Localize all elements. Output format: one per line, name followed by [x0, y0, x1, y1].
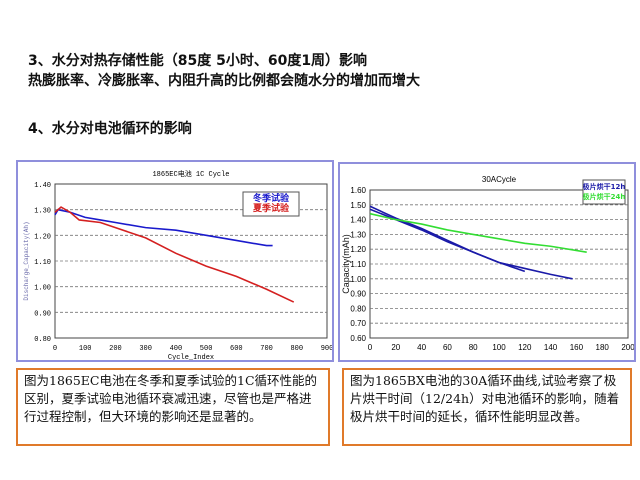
- y-tick-label: 1.60: [350, 186, 366, 195]
- chart-30a-cycle: 30ACycle 0.60 0.70 0.80 0.90 1.00 1.10 1.20 1.30…: [341, 175, 634, 352]
- y-tick-label: 1.20: [350, 245, 366, 254]
- series-line-1: [369, 205, 526, 273]
- y-tick-label: 1.00: [350, 275, 366, 284]
- y-tick-label: 1.40: [34, 182, 51, 190]
- y-tick-label: 1.50: [350, 201, 366, 210]
- x-tick-label: 140: [544, 343, 558, 352]
- x-axis-label: Cycle_Index: [168, 354, 214, 360]
- x-tick-label: 600: [230, 345, 243, 353]
- x-tick-label: 80: [469, 343, 478, 352]
- legend-entry: 极片烘干24h: [583, 192, 626, 201]
- x-tick-label: 100: [79, 345, 92, 353]
- y-axis-label: Capacity(mAh): [341, 234, 351, 294]
- note-1865bx: 图为1865BX电池的30A循环曲线,试验考察了极片烘干时间（12/24h）对电…: [342, 368, 632, 446]
- plot-area: [369, 189, 629, 339]
- chart-title: 1865EC电池 1C Cycle: [152, 169, 229, 179]
- chart-title: 30ACycle: [482, 175, 517, 184]
- y-tick-label: 1.10: [350, 260, 366, 269]
- x-tick-label: 400: [170, 345, 183, 353]
- chart-panel-30a: 30ACycle 0.60 0.70 0.80 0.90 1.00 1.10 1.20 1.30…: [338, 162, 636, 362]
- series-line-1: [54, 206, 295, 303]
- y-tick-label: 0.80: [350, 304, 366, 313]
- heading-4: 4、水分对电池循环的影响: [28, 121, 192, 137]
- y-tick-label: 0.90: [34, 310, 51, 318]
- legend-entry: 夏季试验: [252, 202, 290, 214]
- x-tick-label: 100: [492, 343, 506, 352]
- y-tick-label: 0.80: [34, 336, 51, 344]
- x-tick-label: 300: [139, 345, 152, 353]
- x-tick-label: 60: [443, 343, 452, 352]
- note-1865ec: 图为1865EC电池在冬季和夏季试验的1C循环性能的区别，夏季试验电池循环衰减迅…: [16, 368, 330, 446]
- x-tick-label: 40: [417, 343, 426, 352]
- chart-panel-1865ec: 1865EC电池 1C Cycle 0.80 0.90 1.00 1.10 1.20 1.3…: [16, 160, 334, 362]
- y-tick-label: 0.90: [350, 290, 366, 299]
- x-tick-label: 0: [53, 345, 57, 353]
- y-tick-label: 1.30: [350, 230, 366, 239]
- y-axis-label: Discharge_Capacity(Ah): [23, 221, 30, 300]
- y-tick-label: 0.60: [350, 334, 366, 343]
- x-tick-label: 500: [200, 345, 213, 353]
- legend-entry: 冬季试验: [253, 192, 290, 204]
- x-tick-label: 900: [321, 345, 332, 353]
- x-tick-label: 200: [621, 343, 634, 352]
- heading-3-detail: 热膨胀率、冷膨胀率、内阻升高的比例都会随水分的增加而增大: [28, 73, 420, 89]
- x-tick-label: 180: [596, 343, 610, 352]
- x-tick-label: 0: [368, 343, 373, 352]
- y-tick-label: 1.20: [34, 233, 51, 241]
- legend-entry: 极片烘干12h: [583, 182, 626, 191]
- y-tick-label: 0.70: [350, 319, 366, 328]
- y-tick-label: 1.30: [34, 208, 51, 216]
- x-tick-label: 200: [109, 345, 122, 353]
- y-tick-label: 1.10: [34, 259, 51, 267]
- legend-box: [242, 191, 300, 217]
- x-tick-label: 800: [290, 345, 303, 353]
- y-tick-label: 1.40: [350, 216, 366, 225]
- x-tick-label: 20: [391, 343, 400, 352]
- x-tick-label: 160: [570, 343, 584, 352]
- heading-3: 3、水分对热存储性能（85度 5小时、60度1周）影响: [28, 53, 368, 69]
- legend-box: [582, 179, 626, 205]
- x-tick-label: 700: [260, 345, 273, 353]
- x-tick-label: 120: [518, 343, 532, 352]
- y-tick-label: 1.00: [34, 285, 51, 293]
- series-line-2: [369, 212, 587, 253]
- chart-1865ec-cycle: 1865EC电池 1C Cycle 0.80 0.90 1.00 1.10 1.20 1.3…: [23, 169, 332, 360]
